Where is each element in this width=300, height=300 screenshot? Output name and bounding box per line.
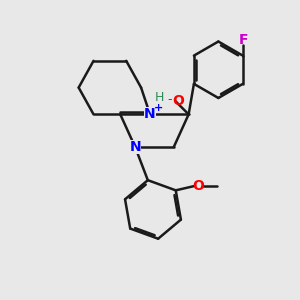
Text: F: F [239,33,248,47]
Text: O: O [193,179,205,193]
Text: +: + [154,103,163,113]
Text: N: N [144,107,156,121]
Text: -: - [168,93,172,106]
Text: N: N [129,140,141,154]
Text: O: O [172,94,184,108]
Text: H: H [154,91,164,104]
